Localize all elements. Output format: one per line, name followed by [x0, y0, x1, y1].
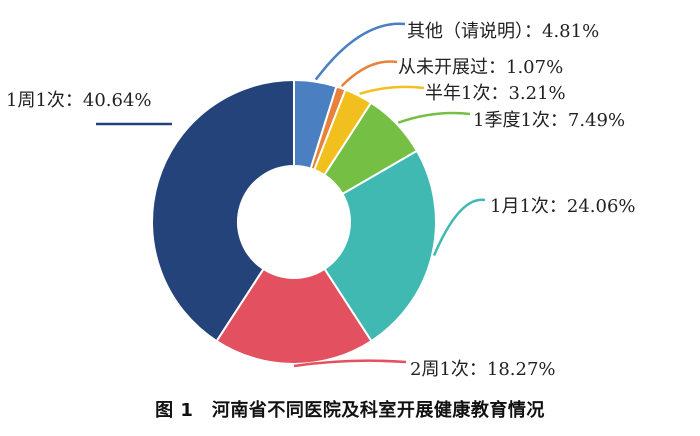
- figure-caption: 图 1 河南省不同医院及科室开展健康教育情况: [155, 400, 545, 421]
- donut-chart: 其他（请说明）：4.81% 从未开展过：1.07% 半年1次：3.21% 1季度…: [6, 21, 636, 380]
- label-never: 从未开展过：1.07%: [398, 57, 563, 78]
- leader-monthly: [432, 198, 486, 257]
- leader-biweekly: [293, 359, 407, 368]
- leader-half-year: [359, 85, 425, 95]
- label-weekly: 1周1次：40.64%: [6, 90, 152, 111]
- leader-never: [340, 60, 398, 87]
- slice-monthly: [323, 149, 437, 343]
- label-biweekly: 2周1次：18.27%: [410, 359, 556, 380]
- slice-biweekly: [215, 267, 373, 365]
- label-half-year: 半年1次：3.21%: [425, 83, 566, 104]
- slice-weekly: [151, 78, 295, 343]
- label-monthly: 1月1次：24.06%: [490, 196, 636, 217]
- label-other: 其他（请说明）：4.81%: [407, 21, 599, 42]
- leader-quarterly: [397, 111, 471, 124]
- label-quarterly: 1季度1次：7.49%: [473, 110, 625, 131]
- leader-other: [314, 22, 406, 81]
